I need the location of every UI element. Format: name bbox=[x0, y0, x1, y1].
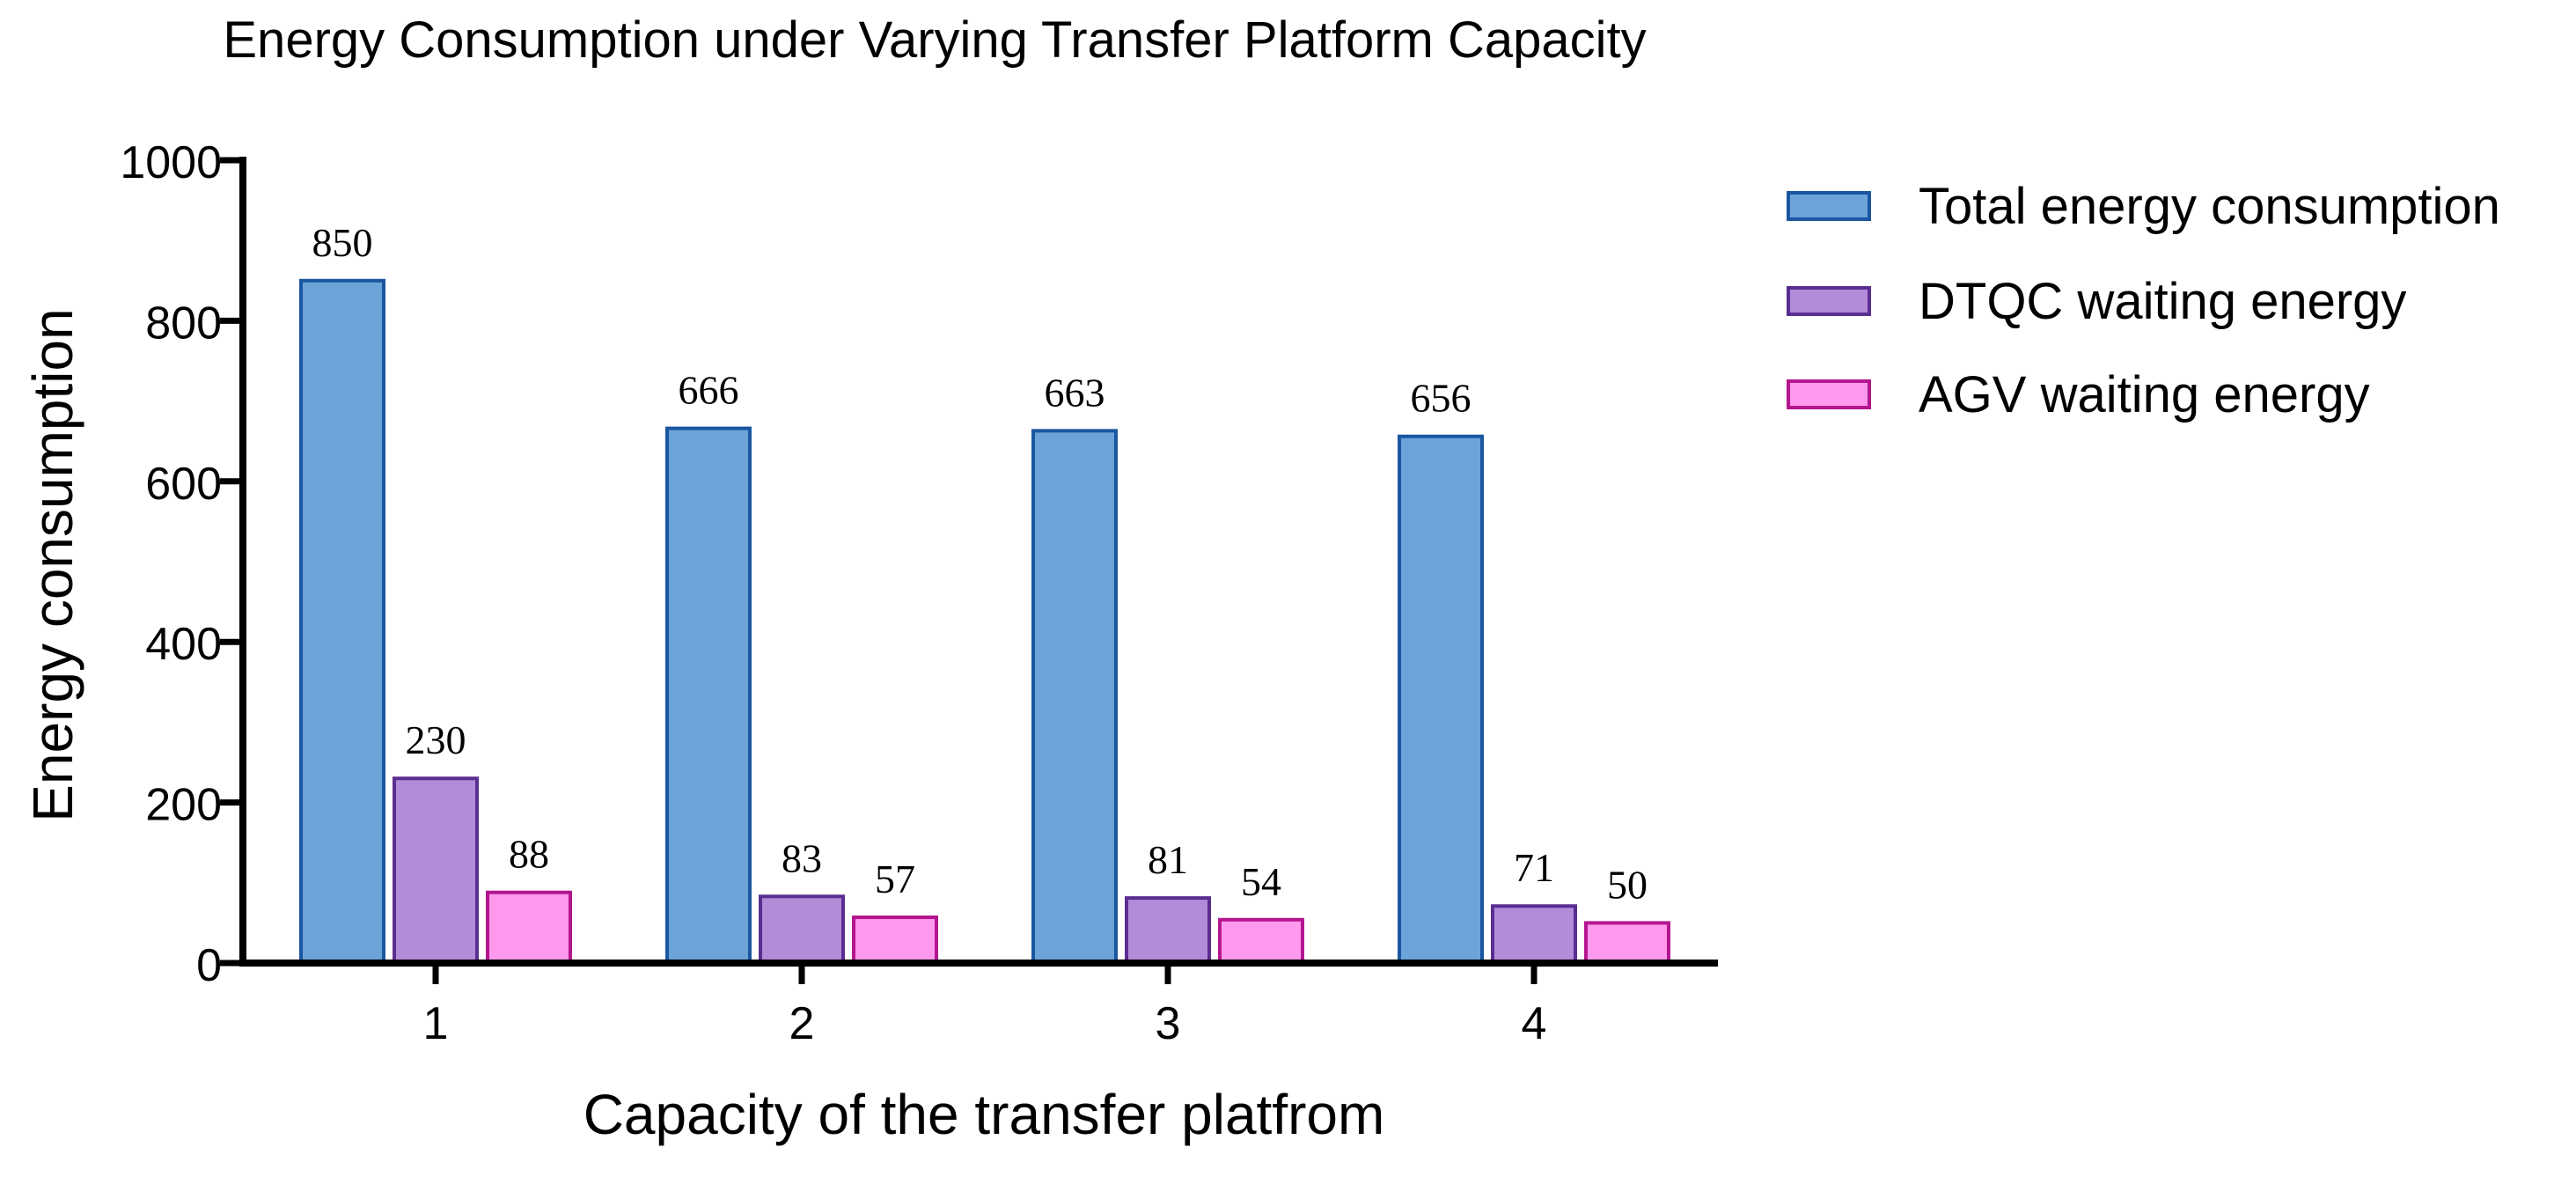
data-label: 50 bbox=[1607, 862, 1648, 907]
data-label: 666 bbox=[679, 368, 739, 413]
data-label: 230 bbox=[406, 717, 466, 762]
bar-2-1 bbox=[393, 776, 479, 965]
y-tick-label: 600 bbox=[145, 459, 222, 510]
bar-2-4 bbox=[1491, 904, 1577, 966]
data-label: 57 bbox=[875, 857, 915, 901]
x-tick-label: 4 bbox=[1522, 998, 1547, 1049]
legend-swatch-2 bbox=[1787, 286, 1871, 316]
bar-1-4 bbox=[1398, 434, 1484, 965]
legend-swatch-1 bbox=[1787, 191, 1871, 221]
legend-swatch-3 bbox=[1787, 379, 1871, 409]
bar-1-3 bbox=[1031, 429, 1118, 965]
data-label: 663 bbox=[1045, 370, 1105, 415]
x-tick-label: 3 bbox=[1156, 998, 1181, 1049]
y-tick-label: 1000 bbox=[120, 137, 222, 188]
bar-3-3 bbox=[1218, 917, 1304, 965]
x-tick-label: 1 bbox=[423, 998, 449, 1049]
y-tick-label: 800 bbox=[145, 298, 222, 349]
plot-area: 850 666 663 656 230 83 81 71 88 57 54 50 0 200 400 600 8… bbox=[120, 137, 1718, 1049]
bar-3-2 bbox=[852, 916, 938, 965]
data-label: 71 bbox=[1514, 845, 1554, 890]
data-label: 88 bbox=[509, 832, 549, 877]
bar-1-1 bbox=[299, 278, 385, 965]
data-label: 54 bbox=[1241, 859, 1281, 904]
legend-label: Total energy consumption bbox=[1919, 178, 2500, 235]
data-label: 656 bbox=[1411, 376, 1471, 421]
data-label: 83 bbox=[782, 835, 822, 880]
y-axis-label: Energy consumption bbox=[21, 308, 84, 821]
bar-3-1 bbox=[486, 890, 572, 966]
x-axis-label: Capacity of the transfer platfrom bbox=[583, 1083, 1385, 1146]
y-tick-label: 200 bbox=[145, 780, 222, 831]
chart-title: Energy Consumption under Varying Transfe… bbox=[223, 11, 1646, 69]
bar-3-4 bbox=[1584, 921, 1670, 966]
bar-2-2 bbox=[759, 894, 845, 966]
legend-label: DTQC waiting energy bbox=[1919, 273, 2406, 330]
y-tick-label: 0 bbox=[196, 940, 222, 991]
data-label: 850 bbox=[312, 220, 373, 265]
legend: Total energy consumption DTQC waiting ene… bbox=[1787, 178, 2500, 423]
bar-1-2 bbox=[665, 426, 752, 966]
y-tick-label: 400 bbox=[145, 619, 222, 670]
x-tick-label: 2 bbox=[789, 998, 815, 1049]
data-label: 81 bbox=[1148, 837, 1188, 882]
bar-2-3 bbox=[1125, 896, 1211, 965]
legend-label: AGV waiting energy bbox=[1919, 366, 2370, 423]
